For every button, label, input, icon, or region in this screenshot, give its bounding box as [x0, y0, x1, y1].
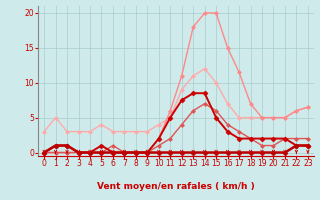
X-axis label: Vent moyen/en rafales ( km/h ): Vent moyen/en rafales ( km/h )	[97, 182, 255, 191]
